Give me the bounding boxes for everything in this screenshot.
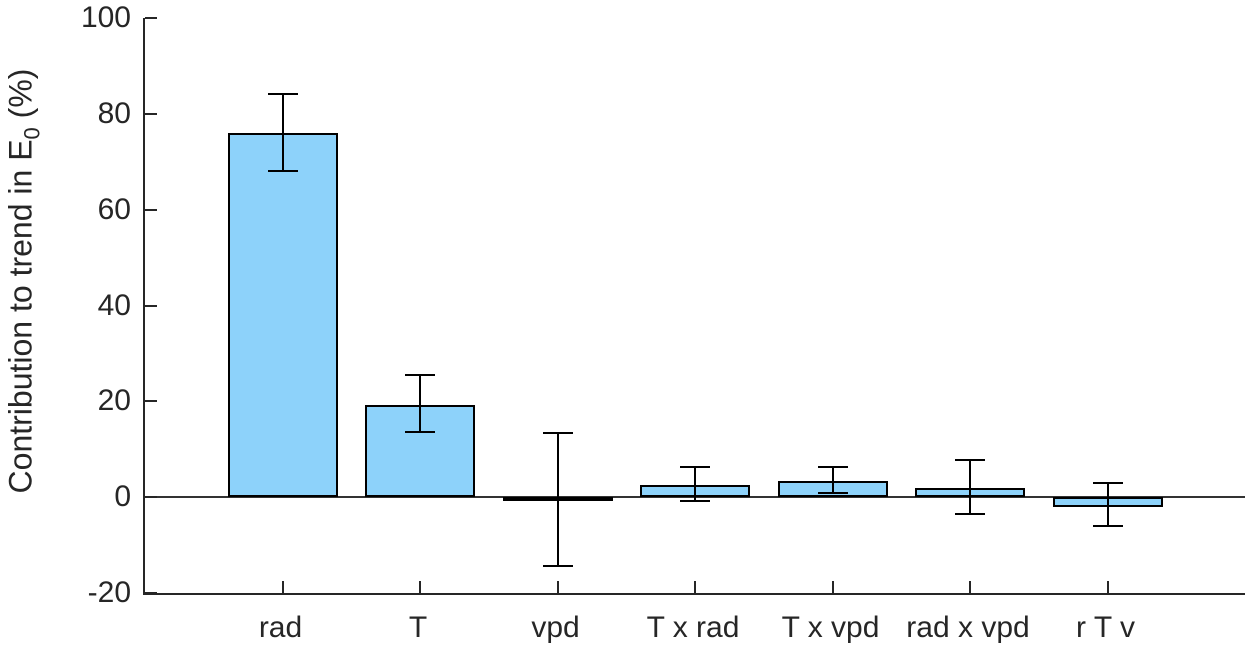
y-tick-label: 100 xyxy=(80,1,131,34)
x-tick-label: rad x vpd xyxy=(906,611,1030,644)
errorbar-line xyxy=(419,374,421,433)
x-tick-mark xyxy=(281,581,284,593)
errorbar-cap-high xyxy=(405,373,435,376)
x-tick-mark xyxy=(1106,581,1109,593)
y-tick-label: 80 xyxy=(97,96,131,130)
y-tick-label: 40 xyxy=(97,288,131,322)
x-tick-mark xyxy=(556,581,559,593)
x-tick-label: vpd xyxy=(531,611,580,644)
bar-rad xyxy=(227,133,338,498)
bar-T xyxy=(365,405,475,498)
errorbar-cap-high xyxy=(955,459,985,462)
errorbar-cap-high xyxy=(542,432,573,435)
y-axis-label: Contribution to trend in E0 (%) xyxy=(3,69,46,494)
errorbar-line xyxy=(831,466,834,494)
x-tick-mark xyxy=(969,581,971,593)
errorbar-cap-low xyxy=(817,492,848,495)
errorbar-cap-low xyxy=(405,431,435,434)
errorbar-line xyxy=(1106,482,1109,527)
errorbar-line xyxy=(694,467,696,502)
errorbar-cap-low xyxy=(955,512,985,515)
y-tick-mark xyxy=(145,112,157,115)
errorbar-line xyxy=(281,94,284,172)
x-tick-label: T xyxy=(408,611,428,644)
y-tick-label: 0 xyxy=(114,480,131,514)
x-tick-mark xyxy=(419,581,421,593)
x-tick-label: T x rad xyxy=(646,611,740,644)
y-tick-mark xyxy=(145,592,157,594)
x-tick-mark xyxy=(694,581,696,593)
y-axis-label-prefix: Contribution to trend in E xyxy=(2,139,39,494)
y-tick-mark xyxy=(145,17,157,19)
x-tick-label: T x vpd xyxy=(781,611,880,644)
y-tick-label: -20 xyxy=(87,576,131,609)
errorbar-cap-low xyxy=(267,170,298,173)
errorbar-cap-low xyxy=(680,500,710,503)
y-tick-mark xyxy=(145,400,157,403)
errorbar-cap-high xyxy=(817,465,848,468)
errorbar-cap-high xyxy=(680,466,710,469)
errorbar-cap-low xyxy=(542,564,573,567)
y-axis-label-suffix: (%) xyxy=(2,68,39,128)
errorbar-cap-high xyxy=(1092,481,1123,484)
errorbar-cap-high xyxy=(267,93,298,96)
y-tick-mark xyxy=(145,496,157,499)
errorbar-line xyxy=(556,433,559,566)
x-tick-label: r T v xyxy=(1076,611,1135,644)
x-tick-label: rad xyxy=(258,611,303,644)
errorbar-line xyxy=(969,460,971,514)
y-tick-mark xyxy=(145,208,157,211)
x-tick-mark xyxy=(831,581,834,593)
y-axis-label-subscript: 0 xyxy=(19,127,45,140)
plot-area xyxy=(143,17,1245,595)
y-tick-mark xyxy=(145,304,157,307)
y-tick-label: 20 xyxy=(97,384,131,418)
y-tick-label: 60 xyxy=(97,192,131,226)
errorbar-cap-low xyxy=(1092,525,1123,528)
